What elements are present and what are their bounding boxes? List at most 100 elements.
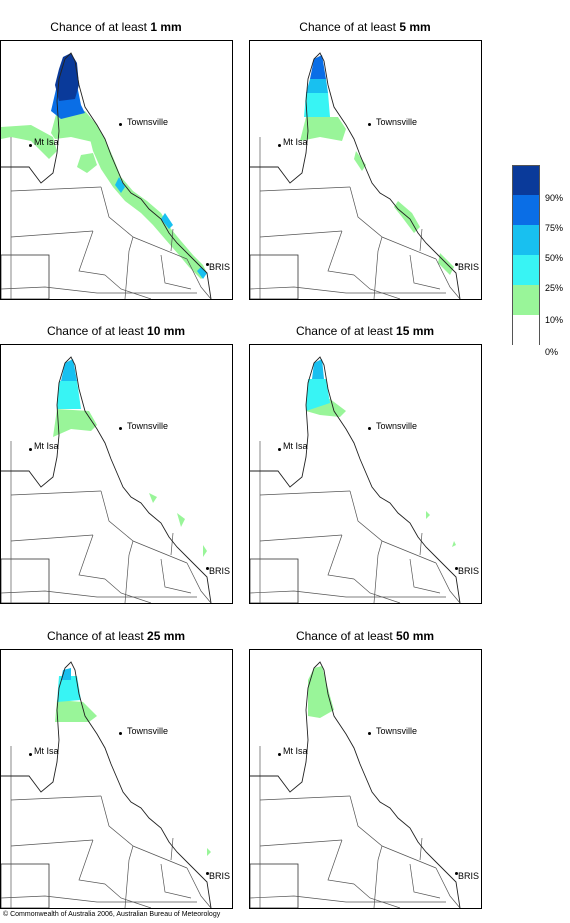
rainfall-area (55, 53, 79, 101)
rainfall-area (197, 267, 207, 279)
rainfall-area (1, 125, 57, 159)
rainfall-area (61, 359, 77, 381)
inset-box (1, 558, 50, 603)
district-border (259, 534, 343, 542)
rainfall-area (308, 666, 334, 718)
district-border (10, 839, 94, 847)
rainfall-map: Townsville Mt Isa BRIS (249, 344, 482, 604)
district-border (124, 554, 130, 603)
legend-tick: 10% (545, 315, 564, 325)
rainfall-area (89, 125, 207, 279)
rainfall-area (115, 177, 125, 193)
district-border (373, 250, 379, 299)
district-border (100, 186, 134, 252)
district-border (160, 254, 192, 290)
coastline (250, 52, 461, 299)
inset-box (1, 863, 50, 908)
district-border (186, 867, 212, 908)
place-marker (119, 732, 122, 735)
coastline (250, 356, 461, 603)
place-label-bris: BRIS (458, 566, 480, 576)
place-marker (206, 263, 209, 266)
district-border (250, 895, 446, 903)
place-label-bris: BRIS (209, 566, 231, 576)
place-marker (455, 263, 458, 266)
place-marker (368, 732, 371, 735)
coastline (1, 661, 212, 908)
copyright-notice: © Commonwealth of Australia 2006, Austra… (3, 911, 221, 918)
panel-title-prefix: Chance of at least (295, 629, 393, 643)
coastline (1, 52, 212, 299)
place-marker (29, 753, 32, 756)
legend-swatch-90 (512, 165, 540, 195)
place-label-bris: BRIS (209, 871, 231, 881)
panel-title-amount: 50 mm (396, 629, 435, 643)
district-border (409, 254, 441, 290)
place-marker (278, 144, 281, 147)
legend-swatch-50 (512, 225, 540, 255)
district-border (419, 228, 423, 252)
district-border (170, 837, 174, 861)
panel-title: Chance of at least 50 mm (250, 629, 480, 643)
rainfall-area (354, 151, 366, 171)
inset-box (250, 863, 299, 908)
district-border (349, 186, 383, 252)
district-border (1, 590, 197, 598)
rainfall-area (300, 117, 346, 141)
district-border (160, 558, 192, 594)
place-marker (278, 753, 281, 756)
district-border (353, 578, 401, 603)
district-border (381, 845, 437, 869)
panel-title-prefix: Chance of at least (299, 20, 397, 34)
district-border (100, 795, 134, 861)
rainfall-area (438, 253, 454, 275)
rainfall-area (149, 493, 157, 503)
district-border (132, 845, 188, 869)
district-border (160, 863, 192, 899)
district-border (10, 534, 94, 542)
district-border (132, 540, 188, 564)
place-label-mt-isa: Mt Isa (34, 137, 59, 147)
legend-swatch-0 (512, 315, 540, 345)
district-border (124, 859, 130, 908)
district-border (409, 558, 441, 594)
rainfall-area (203, 545, 207, 557)
rainfall-map: Townsville Mt Isa BRIS (249, 649, 482, 909)
panel-title: Chance of at least 15 mm (250, 324, 480, 338)
rainfall-area (177, 513, 185, 527)
inset-box (250, 254, 299, 299)
district-border (186, 562, 212, 603)
district-border (327, 534, 355, 580)
map-graphic (250, 661, 461, 908)
legend-tick: 90% (545, 193, 564, 203)
district-border (170, 532, 174, 556)
panel-title: Chance of at least 5 mm (250, 20, 480, 34)
place-label-bris: BRIS (458, 262, 480, 272)
district-border (259, 230, 343, 238)
rainfall-area (53, 409, 97, 437)
rainfall-area (57, 676, 81, 702)
place-marker (455, 872, 458, 875)
district-border (327, 230, 355, 276)
district-border (353, 274, 401, 299)
panel-title: Chance of at least 25 mm (1, 629, 231, 643)
district-border (10, 795, 102, 801)
panel-title-prefix: Chance of at least (46, 629, 144, 643)
legend-swatch-10 (512, 285, 540, 315)
rainfall-area (57, 381, 81, 409)
legend-tick: 50% (545, 253, 564, 263)
district-border (186, 258, 212, 299)
district-border (349, 490, 383, 556)
place-marker (278, 448, 281, 451)
district-border (259, 839, 343, 847)
panel-title-prefix: Chance of at least (50, 20, 148, 34)
district-border (373, 859, 379, 908)
place-label-mt-isa: Mt Isa (34, 746, 59, 756)
legend-tick: 75% (545, 223, 564, 233)
rainfall-area (61, 668, 71, 680)
district-border (10, 490, 102, 496)
district-border (100, 490, 134, 556)
place-marker (29, 448, 32, 451)
district-border (104, 274, 152, 299)
place-marker (29, 144, 32, 147)
